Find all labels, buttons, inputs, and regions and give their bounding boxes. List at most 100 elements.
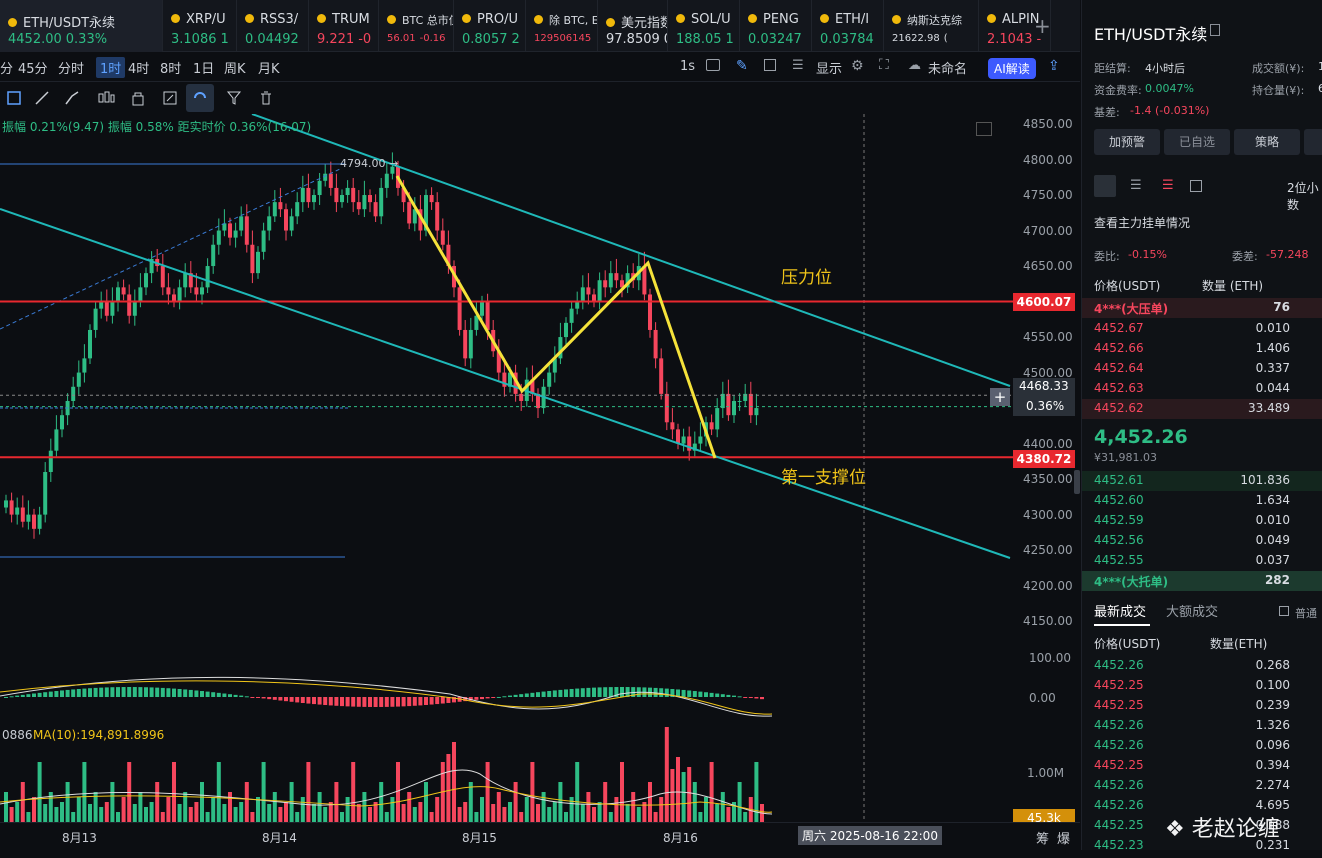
volume-bar: [586, 792, 591, 822]
price-chart[interactable]: [0, 114, 1015, 830]
ticker-tab[interactable]: ETH/USDT永续 4452.00 0.33%: [0, 0, 163, 52]
interval-label[interactable]: 1s: [680, 59, 696, 74]
add-tab-icon[interactable]: +: [1034, 14, 1051, 38]
volume-bar: [642, 802, 647, 822]
ticker-tab[interactable]: PENG 0.03247: [740, 0, 812, 52]
candle-body: [457, 287, 462, 330]
alert-button[interactable]: 加预警: [1094, 129, 1160, 155]
trade-row: 4452.23 0.231: [1094, 838, 1322, 858]
panel-collapse-handle[interactable]: [1074, 470, 1080, 494]
ticker-tab[interactable]: TRUM 9.221 -0: [309, 0, 379, 52]
volume-bar: [272, 792, 277, 822]
precision-select[interactable]: 2位小数: [1287, 181, 1319, 212]
trash-icon[interactable]: [252, 84, 280, 112]
template-icon[interactable]: ☰: [792, 58, 804, 73]
cloud-icon[interactable]: ☁: [908, 58, 921, 73]
ticker-tab[interactable]: 纳斯达克综 21622.98(: [884, 0, 979, 52]
candle-body: [676, 429, 680, 444]
col-qty-header[interactable]: 数量 (ETH): [1202, 279, 1264, 293]
trade-row: 4452.25 0.100: [1094, 678, 1322, 698]
brush-icon[interactable]: [58, 84, 86, 112]
timeframe-4[interactable]: 4时: [128, 62, 150, 77]
macd-bar: [172, 688, 176, 697]
volume-bar: [407, 792, 412, 822]
timeframe-6[interactable]: 1日: [193, 62, 215, 77]
macd-bar: [351, 697, 356, 707]
volume-bar: [200, 782, 204, 822]
display-button[interactable]: 显示: [816, 62, 843, 77]
timeframe-7[interactable]: 周K: [224, 62, 246, 77]
lock-icon[interactable]: [124, 84, 152, 112]
macd-bar: [48, 691, 53, 697]
ticker-tab[interactable]: PRO/U 0.8057 2: [454, 0, 526, 52]
macd-bar: [575, 688, 580, 697]
depth-expand-icon[interactable]: [1190, 180, 1202, 192]
liquidation-button[interactable]: 爆: [1057, 832, 1071, 847]
tab-latest-trades[interactable]: 最新成交: [1094, 605, 1147, 620]
depth-asks-icon[interactable]: ☰: [1162, 178, 1174, 193]
ticker-price: 21622.98: [892, 33, 940, 44]
bid-big-row: [1082, 571, 1322, 591]
volume-bar: [614, 797, 619, 822]
depth-both-icon[interactable]: [1094, 175, 1116, 197]
timeframe-1[interactable]: 45分: [18, 62, 48, 77]
volume-bar: [704, 797, 708, 822]
macd-bar: [43, 692, 48, 697]
volume-bar: [328, 802, 333, 822]
trade-col-qty[interactable]: 数量(ETH): [1210, 637, 1268, 651]
line-tool-icon[interactable]: [28, 84, 56, 112]
fullscreen-icon[interactable]: ⛶: [879, 57, 889, 73]
ticker-tab[interactable]: XRP/U 3.1086 1: [163, 0, 237, 52]
candle-tool-icon[interactable]: [92, 84, 120, 112]
tab-big-trades[interactable]: 大额成交: [1166, 605, 1219, 620]
volume-bar: [692, 782, 697, 822]
camera-icon[interactable]: [706, 59, 720, 71]
ticker-price: 129506145: [534, 33, 592, 44]
ai-interpret-button[interactable]: AI解读: [988, 58, 1036, 79]
price-tick: 4400.00: [1023, 436, 1073, 451]
window-icon[interactable]: [764, 59, 776, 71]
price-axis[interactable]: 4850.00 4800.00 4750.00 4700.00 4650.00 4600.…: [1015, 114, 1077, 830]
timeframe-0[interactable]: 分: [0, 62, 14, 77]
ticker-tab[interactable]: 除 BTC, ET 129506145: [526, 0, 598, 52]
timeframe-3[interactable]: 1时: [96, 57, 126, 78]
normal-checkbox[interactable]: [1279, 606, 1289, 616]
copy-icon[interactable]: [1210, 24, 1220, 36]
candle-body: [603, 280, 608, 288]
macd-bar: [468, 697, 473, 701]
ticker-tab[interactable]: RSS3/0.04492: [237, 0, 309, 52]
timeframe-2[interactable]: 分时: [58, 62, 85, 77]
ticker-tab[interactable]: ALPIN 2.1043-: [979, 0, 1051, 52]
notes-icon[interactable]: [156, 84, 184, 112]
ticker-tab[interactable]: SOL/U 188.05 1: [668, 0, 740, 52]
magnet-icon[interactable]: [186, 84, 214, 112]
favorite-button[interactable]: 已自选: [1164, 129, 1230, 155]
layout-name[interactable]: 未命名: [928, 62, 968, 77]
cursor-icon[interactable]: [0, 84, 28, 112]
volume-bar: [93, 792, 98, 822]
depth-link[interactable]: 查看主力挂单情况: [1094, 216, 1191, 230]
depth-list-icon[interactable]: ☰: [1130, 178, 1142, 193]
price-tick: 4300.00: [1023, 507, 1073, 522]
add-line-icon[interactable]: +: [990, 388, 1010, 406]
timeframe-5[interactable]: 8时: [160, 62, 182, 77]
ticker-tab[interactable]: BTC 总市值 56.01-0.16: [379, 0, 454, 52]
macd-bar: [183, 689, 188, 697]
filter-icon[interactable]: [220, 84, 248, 112]
settings-icon[interactable]: ⚙: [851, 58, 864, 74]
expand-icon[interactable]: [976, 122, 992, 136]
more-button[interactable]: [1304, 129, 1322, 155]
share-icon[interactable]: ⇪: [1048, 58, 1060, 74]
pencil-icon[interactable]: ✎: [736, 58, 748, 74]
timeframe-8[interactable]: 月K: [258, 62, 280, 77]
candle-body: [76, 372, 81, 387]
ticker-value: 3.1086 1: [171, 32, 229, 47]
ticker-tab[interactable]: ETH/I 0.03784: [812, 0, 884, 52]
chip-button[interactable]: 筹: [1036, 832, 1050, 847]
candle-body: [4, 500, 8, 508]
macd-bar: [485, 697, 490, 699]
macd-bar: [93, 687, 98, 697]
ask-row-price: 4452.67: [1094, 321, 1144, 335]
strategy-button[interactable]: 策略: [1234, 129, 1300, 155]
